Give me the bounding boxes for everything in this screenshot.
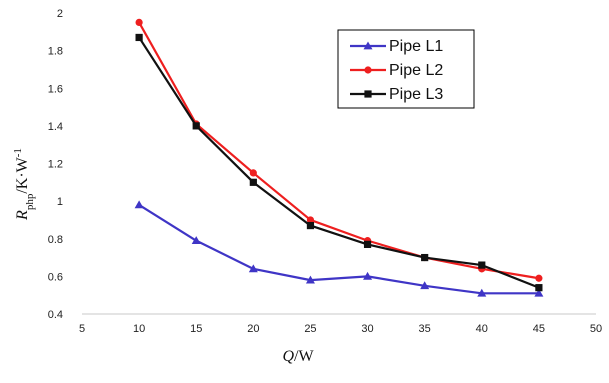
legend-marker — [363, 41, 373, 50]
data-point — [249, 169, 257, 177]
legend-item: Pipe L3 — [350, 86, 443, 103]
x-tick-label: 10 — [133, 323, 145, 335]
x-tick-label: 45 — [533, 323, 545, 335]
y-tick-label: 0.4 — [48, 309, 63, 321]
x-tick-label: 15 — [190, 323, 202, 335]
data-point — [306, 216, 315, 224]
data-point — [363, 271, 373, 280]
series-pipe-l1 — [134, 200, 544, 297]
data-point — [135, 18, 143, 27]
x-tick-label: 25 — [304, 323, 316, 335]
data-point — [535, 274, 543, 282]
legend-item: Pipe L2 — [350, 62, 443, 79]
x-tick-label: 20 — [247, 323, 259, 335]
y-axis-title-symbol: R — [14, 210, 31, 221]
x-axis-title-symbol: Q — [282, 348, 294, 365]
x-tick-label: 35 — [419, 323, 431, 335]
legend-items: Pipe L1 Pipe L2 Pipe L3 — [350, 38, 443, 103]
y-axis-title-superscript: -1 — [12, 148, 24, 157]
y-tick-label: 1.6 — [48, 83, 63, 95]
series-line — [138, 203, 539, 295]
x-tick-label: 50 — [590, 323, 602, 335]
x-tick-label: 5 — [79, 323, 85, 335]
data-point — [421, 253, 429, 262]
series-layer — [134, 18, 544, 297]
legend: Pipe L1 Pipe L2 Pipe L3 — [337, 29, 475, 109]
legend-item: Pipe L1 — [350, 38, 443, 55]
data-point — [477, 288, 487, 297]
y-tick-label: 0.6 — [48, 271, 63, 283]
series-line — [138, 36, 540, 289]
data-point — [305, 275, 315, 284]
data-point — [135, 33, 143, 42]
y-tick-label: 0.8 — [48, 234, 63, 246]
data-point — [534, 288, 544, 297]
y-axis-title: Rphp/K·W-1 — [12, 148, 36, 221]
data-point — [192, 122, 200, 130]
y-tick-label: 1.4 — [48, 121, 63, 133]
y-tick-label: 1.8 — [48, 46, 63, 58]
data-point — [535, 284, 543, 292]
x-tick-label: 40 — [476, 323, 488, 335]
legend-marker — [364, 66, 372, 74]
data-point — [306, 221, 315, 230]
legend-marker — [364, 90, 372, 98]
y-axis-title-subscript: php — [24, 193, 36, 210]
y-tick-label: 2 — [57, 8, 63, 20]
series-pipe-l3 — [135, 33, 543, 292]
y-axis-ticks: 0.4 0.6 0.8 1 1.2 1.4 1.6 1.8 2 — [48, 8, 63, 321]
x-axis-title-unit: /W — [294, 348, 314, 365]
x-axis-ticks: 5 10 15 20 25 30 35 40 45 50 — [79, 323, 602, 335]
series-line — [138, 21, 540, 280]
data-point — [134, 200, 144, 209]
legend-label: Pipe L3 — [389, 86, 443, 103]
legend-label: Pipe L2 — [389, 62, 443, 79]
y-tick-label: 1 — [57, 196, 63, 208]
data-point — [249, 178, 257, 186]
data-point — [191, 236, 201, 245]
x-axis-title: Q/W — [282, 348, 314, 365]
x-tick-label: 30 — [361, 323, 373, 335]
y-axis-title-unit: /K·W — [14, 156, 31, 193]
data-point — [420, 281, 430, 290]
data-point — [363, 240, 372, 248]
y-tick-label: 1.2 — [48, 159, 63, 171]
data-point — [478, 261, 486, 269]
data-point — [248, 264, 258, 273]
legend-label: Pipe L1 — [389, 38, 443, 55]
